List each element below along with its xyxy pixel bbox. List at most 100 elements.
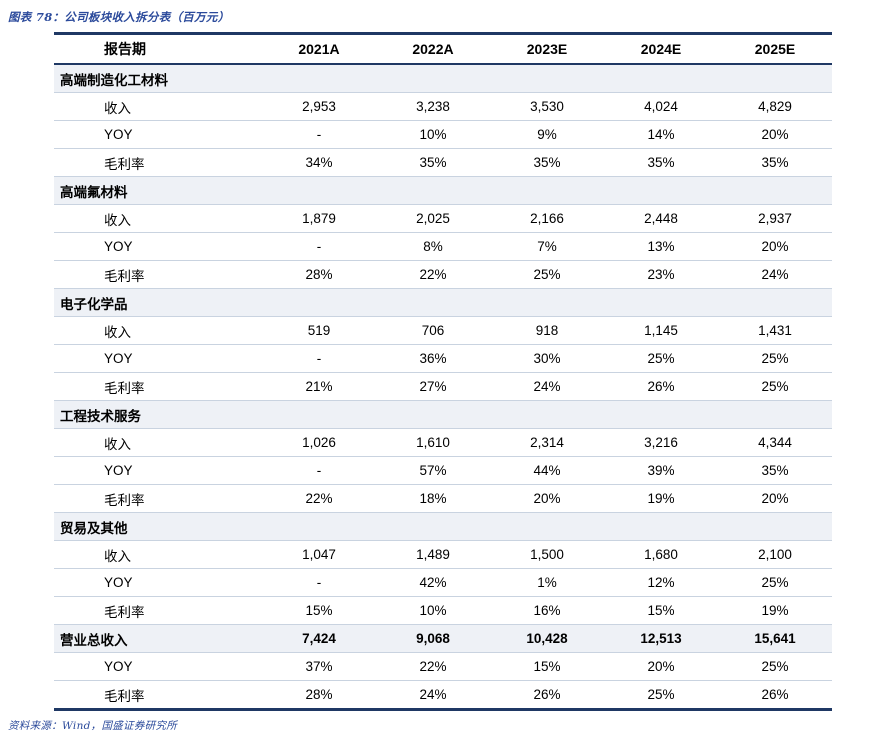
- table-row: 收入 2,953 3,238 3,530 4,024 4,829: [54, 92, 832, 121]
- cell-value: 16%: [490, 596, 604, 625]
- cell-value: 26%: [718, 680, 832, 710]
- cell-value: 2,314: [490, 428, 604, 457]
- section-name: 营业总收入: [54, 624, 262, 653]
- cell-value: 24%: [490, 372, 604, 401]
- cell-value: 7%: [490, 232, 604, 261]
- cell-value: 15%: [604, 596, 718, 625]
- cell-value: 36%: [376, 344, 490, 373]
- row-label: 收入: [54, 92, 262, 121]
- cell-value: 28%: [262, 260, 376, 289]
- cell-value: 1,489: [376, 540, 490, 569]
- cell-value: 44%: [490, 456, 604, 485]
- cell-value: 15%: [490, 652, 604, 681]
- cell-value: 9%: [490, 120, 604, 149]
- table-row: 毛利率 21% 27% 24% 26% 25%: [54, 372, 832, 401]
- table-header: 报告期 2021A 2022A 2023E 2024E 2025E: [54, 33, 832, 65]
- cell-value: 706: [376, 316, 490, 345]
- col-header-period: 报告期: [54, 33, 262, 65]
- cell-value: 7,424: [262, 624, 376, 653]
- table-row: 收入 1,026 1,610 2,314 3,216 4,344: [54, 428, 832, 457]
- section-header-row: 电子化学品: [54, 288, 832, 317]
- cell-value: 25%: [718, 372, 832, 401]
- cell-value: 1,610: [376, 428, 490, 457]
- cell-value: 25%: [718, 568, 832, 597]
- cell-value: 1,879: [262, 204, 376, 233]
- cell-value: 519: [262, 316, 376, 345]
- table-row: 收入 519 706 918 1,145 1,431: [54, 316, 832, 345]
- cell-value: [490, 512, 604, 541]
- cell-value: 25%: [490, 260, 604, 289]
- cell-value: 1,500: [490, 540, 604, 569]
- revenue-breakdown-table: 报告期 2021A 2022A 2023E 2024E 2025E 高端制造化工…: [54, 32, 832, 711]
- col-header-2023e: 2023E: [490, 33, 604, 65]
- cell-value: 24%: [376, 680, 490, 710]
- cell-value: 10%: [376, 596, 490, 625]
- row-label: 毛利率: [54, 596, 262, 625]
- cell-value: -: [262, 344, 376, 373]
- cell-value: 20%: [490, 484, 604, 513]
- cell-value: 35%: [718, 456, 832, 485]
- cell-value: [376, 288, 490, 317]
- section-header-row: 高端制造化工材料: [54, 64, 832, 93]
- cell-value: 12,513: [604, 624, 718, 653]
- table-row: YOY -42% 1% 12% 25%: [54, 568, 832, 597]
- cell-value: -: [262, 568, 376, 597]
- cell-value: [262, 512, 376, 541]
- cell-value: [262, 400, 376, 429]
- section-name: 高端制造化工材料: [54, 64, 262, 93]
- cell-value: 19%: [718, 596, 832, 625]
- section-header-row: 工程技术服务: [54, 400, 832, 429]
- cell-value: [604, 512, 718, 541]
- cell-value: 22%: [376, 652, 490, 681]
- cell-value: [718, 288, 832, 317]
- cell-value: 20%: [718, 232, 832, 261]
- table-row: 收入 1,879 2,025 2,166 2,448 2,937: [54, 204, 832, 233]
- cell-value: 35%: [376, 148, 490, 177]
- cell-value: [490, 176, 604, 205]
- cell-value: 10,428: [490, 624, 604, 653]
- table-row: 毛利率 28% 24% 26% 25% 26%: [54, 680, 832, 710]
- cell-value: 25%: [604, 344, 718, 373]
- cell-value: 20%: [604, 652, 718, 681]
- col-header-2022a: 2022A: [376, 33, 490, 65]
- row-label: 毛利率: [54, 260, 262, 289]
- cell-value: 15,641: [718, 624, 832, 653]
- table-row: YOY -36% 30% 25% 25%: [54, 344, 832, 373]
- cell-value: [262, 176, 376, 205]
- cell-value: [262, 64, 376, 93]
- cell-value: 918: [490, 316, 604, 345]
- cell-value: [376, 64, 490, 93]
- row-label: 收入: [54, 316, 262, 345]
- row-label: YOY: [54, 568, 262, 597]
- cell-value: [718, 64, 832, 93]
- table-row: 毛利率 28% 22% 25% 23% 24%: [54, 260, 832, 289]
- section-name: 高端氟材料: [54, 176, 262, 205]
- cell-value: 18%: [376, 484, 490, 513]
- cell-value: 10%: [376, 120, 490, 149]
- cell-value: 13%: [604, 232, 718, 261]
- cell-value: [376, 512, 490, 541]
- cell-value: [718, 176, 832, 205]
- cell-value: 2,166: [490, 204, 604, 233]
- cell-value: [376, 176, 490, 205]
- header-row: 报告期 2021A 2022A 2023E 2024E 2025E: [54, 33, 832, 65]
- cell-value: 37%: [262, 652, 376, 681]
- table-row: YOY -10% 9% 14% 20%: [54, 120, 832, 149]
- cell-value: [718, 512, 832, 541]
- source-note: 资料来源：Wind，国盛证券研究所: [8, 720, 178, 732]
- cell-value: 2,448: [604, 204, 718, 233]
- cell-value: 14%: [604, 120, 718, 149]
- cell-value: 2,100: [718, 540, 832, 569]
- col-header-2024e: 2024E: [604, 33, 718, 65]
- row-label: 毛利率: [54, 372, 262, 401]
- cell-value: [604, 64, 718, 93]
- row-label: 收入: [54, 204, 262, 233]
- cell-value: 15%: [262, 596, 376, 625]
- cell-value: 19%: [604, 484, 718, 513]
- cell-value: 1%: [490, 568, 604, 597]
- row-label: YOY: [54, 456, 262, 485]
- row-label: 收入: [54, 428, 262, 457]
- table-row: 毛利率 15% 10% 16% 15% 19%: [54, 596, 832, 625]
- cell-value: 4,829: [718, 92, 832, 121]
- cell-value: 21%: [262, 372, 376, 401]
